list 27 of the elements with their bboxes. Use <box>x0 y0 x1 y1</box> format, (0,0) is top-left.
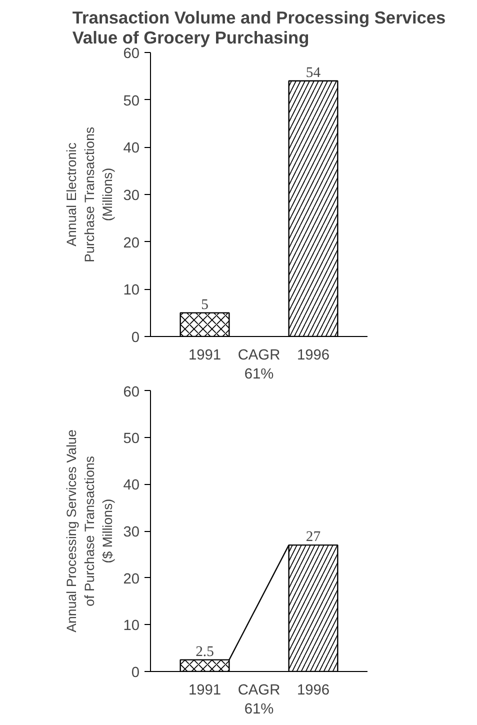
y-tick-label: 20 <box>123 571 140 588</box>
y-tick-label: 0 <box>131 330 140 346</box>
y-tick-label: 50 <box>123 93 140 110</box>
x-tick-label: 1991 <box>188 682 222 698</box>
text: CAGR 61% <box>238 682 280 718</box>
data-label: 54 <box>306 64 322 81</box>
y-tick-label: 60 <box>123 384 140 400</box>
data-label: 2.5 <box>196 644 214 660</box>
y-tick-label: 10 <box>123 282 140 299</box>
y-tick-label: 10 <box>123 618 140 634</box>
chart-title: Transaction Volume and Processing Services Value of Grocery Purchasing <box>72 8 446 48</box>
y-tick-label: 40 <box>123 478 140 494</box>
y-tick-label: 50 <box>123 430 140 447</box>
x-tick-label: 1991 <box>188 348 222 364</box>
y-tick-label: 30 <box>123 188 140 204</box>
y-tick-label: 30 <box>123 524 140 540</box>
y-axis-title: Annual Electronic Purchase Transactions (Millions) <box>64 126 116 262</box>
y-tick-label: 0 <box>131 665 140 681</box>
y-axis-title: Annual Processing Services Value of Purchase Transactions ($ Millions) <box>64 430 116 632</box>
x-tick-label: 1996 <box>296 682 330 698</box>
y-tick-label: 20 <box>123 235 140 252</box>
y-tick-label: 60 <box>123 46 140 62</box>
y-tick-label: 40 <box>123 140 140 157</box>
text: CAGR 61% <box>238 348 280 383</box>
data-label: 27 <box>306 529 321 546</box>
data-label: 5 <box>201 296 208 313</box>
x-tick-label: 1996 <box>296 348 330 364</box>
